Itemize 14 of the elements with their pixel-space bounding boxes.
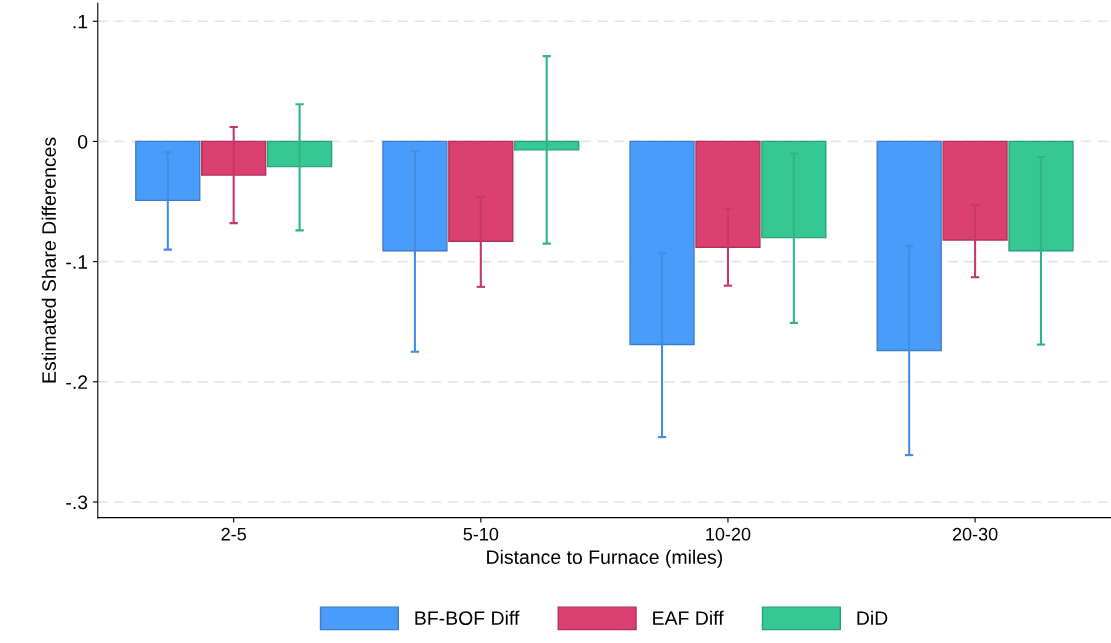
x-tick-label: 10-20 bbox=[706, 527, 751, 541]
x-axis-title: Distance to Furnace (miles) bbox=[487, 549, 723, 568]
legend-label: DiD bbox=[857, 610, 888, 625]
y-tick-label: .1 bbox=[73, 14, 88, 29]
legend-label: EAF Diff bbox=[653, 610, 724, 625]
x-tick-label: 5-10 bbox=[463, 527, 499, 541]
y-axis-title: Estimated Share Differences bbox=[41, 137, 56, 383]
x-tick-label: 2-5 bbox=[221, 527, 246, 541]
x-tick-label: 20-30 bbox=[952, 527, 998, 541]
y-tick-label: -.1 bbox=[66, 255, 88, 269]
y-tick-label: 0 bbox=[77, 134, 88, 149]
y-tick-label: -.2 bbox=[66, 375, 88, 389]
y-tick-label: -.3 bbox=[66, 495, 88, 510]
legend-label: BF-BOF Diff bbox=[415, 610, 520, 626]
